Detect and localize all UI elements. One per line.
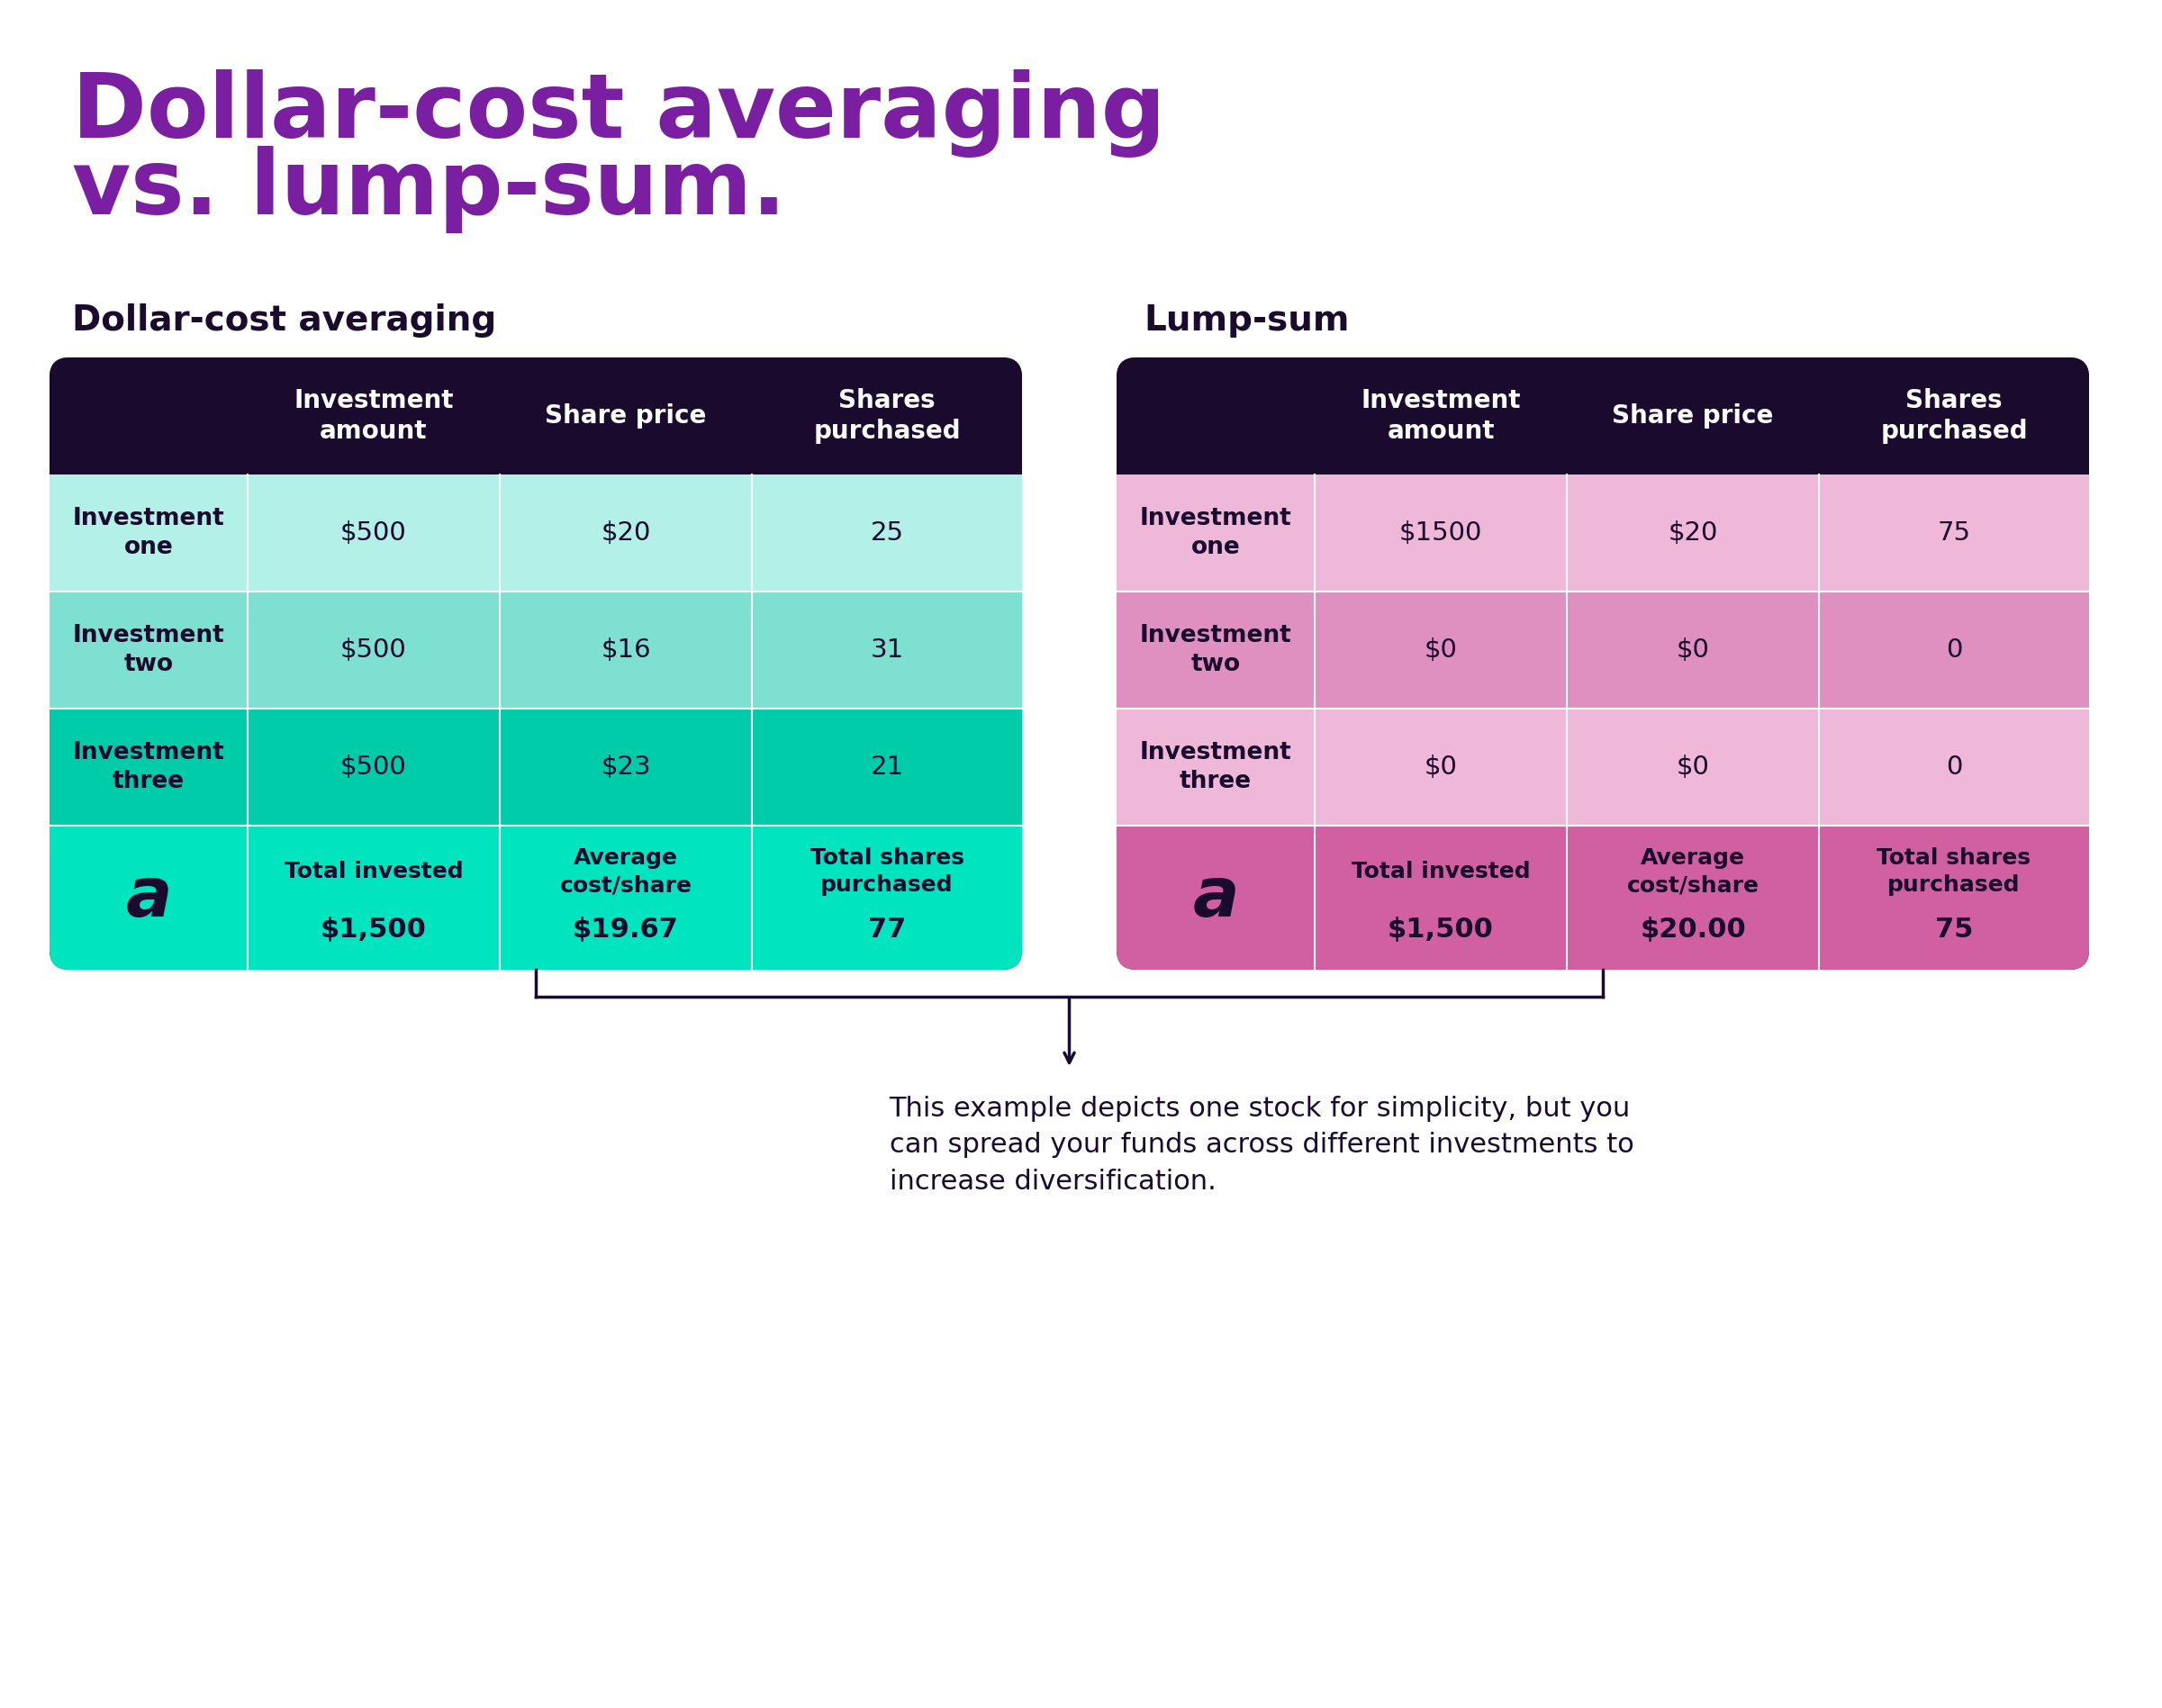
Text: Investment
one: Investment one (74, 507, 225, 559)
FancyBboxPatch shape (50, 709, 1023, 825)
Text: Dollar-cost averaging: Dollar-cost averaging (71, 304, 497, 338)
FancyBboxPatch shape (1116, 825, 2088, 970)
FancyBboxPatch shape (1116, 709, 2088, 825)
Text: $16: $16 (601, 637, 651, 663)
FancyBboxPatch shape (1116, 591, 2088, 709)
Text: 21: 21 (871, 755, 904, 781)
FancyBboxPatch shape (50, 357, 1023, 970)
Text: Investment
three: Investment three (74, 741, 225, 793)
FancyBboxPatch shape (1116, 825, 2088, 950)
Text: 75: 75 (1935, 915, 1974, 943)
Text: $0: $0 (1676, 755, 1710, 781)
Text: 31: 31 (869, 637, 904, 663)
Text: Average
cost/share: Average cost/share (560, 847, 692, 897)
FancyBboxPatch shape (1116, 475, 2088, 591)
FancyBboxPatch shape (50, 591, 1023, 709)
Text: Lump-sum: Lump-sum (1144, 304, 1349, 338)
Text: $19.67: $19.67 (573, 915, 679, 943)
Text: $1500: $1500 (1399, 521, 1483, 545)
Text: Shares
purchased: Shares purchased (813, 388, 960, 444)
Text: Total invested: Total invested (283, 861, 463, 883)
Text: $1,500: $1,500 (1388, 915, 1494, 943)
Text: 0: 0 (1946, 755, 1963, 781)
Text: Investment
two: Investment two (1139, 623, 1291, 676)
Text: 77: 77 (867, 915, 906, 943)
Text: $0: $0 (1425, 755, 1457, 781)
Text: Dollar-cost averaging: Dollar-cost averaging (71, 70, 1165, 157)
Text: vs. lump-sum.: vs. lump-sum. (71, 145, 787, 234)
Text: Total shares
purchased: Total shares purchased (1877, 847, 2030, 897)
FancyBboxPatch shape (50, 825, 1023, 950)
Text: $500: $500 (339, 521, 406, 545)
Text: Average
cost/share: Average cost/share (1626, 847, 1760, 897)
Text: Investment
amount: Investment amount (294, 388, 454, 444)
Text: Share price: Share price (545, 403, 707, 429)
Text: 0: 0 (1946, 637, 1963, 663)
Text: $500: $500 (339, 755, 406, 781)
Text: Investment
one: Investment one (1139, 507, 1291, 559)
FancyBboxPatch shape (1116, 357, 2088, 970)
Text: Investment
amount: Investment amount (1360, 388, 1520, 444)
Text: $0: $0 (1425, 637, 1457, 663)
Text: a: a (1193, 864, 1239, 931)
Text: $20: $20 (1667, 521, 1719, 545)
Text: $23: $23 (601, 755, 651, 781)
Text: Shares
purchased: Shares purchased (1881, 388, 2028, 444)
Text: a: a (125, 864, 171, 931)
Text: Investment
two: Investment two (74, 623, 225, 676)
Text: $20: $20 (601, 521, 651, 545)
Text: 25: 25 (871, 521, 904, 545)
Text: $0: $0 (1676, 637, 1710, 663)
Text: Total shares
purchased: Total shares purchased (811, 847, 964, 897)
Text: $1,500: $1,500 (320, 915, 426, 943)
FancyBboxPatch shape (50, 825, 1023, 970)
FancyBboxPatch shape (50, 357, 1023, 475)
Text: $500: $500 (339, 637, 406, 663)
Text: This example depicts one stock for simplicity, but you
can spread your funds acr: This example depicts one stock for simpl… (889, 1097, 1634, 1196)
Text: 75: 75 (1937, 521, 1970, 545)
FancyBboxPatch shape (1116, 357, 2088, 475)
Text: Investment
three: Investment three (1139, 741, 1291, 793)
Text: Share price: Share price (1613, 403, 1773, 429)
FancyBboxPatch shape (50, 475, 1023, 591)
Text: Total invested: Total invested (1351, 861, 1531, 883)
Text: $20.00: $20.00 (1639, 915, 1747, 943)
